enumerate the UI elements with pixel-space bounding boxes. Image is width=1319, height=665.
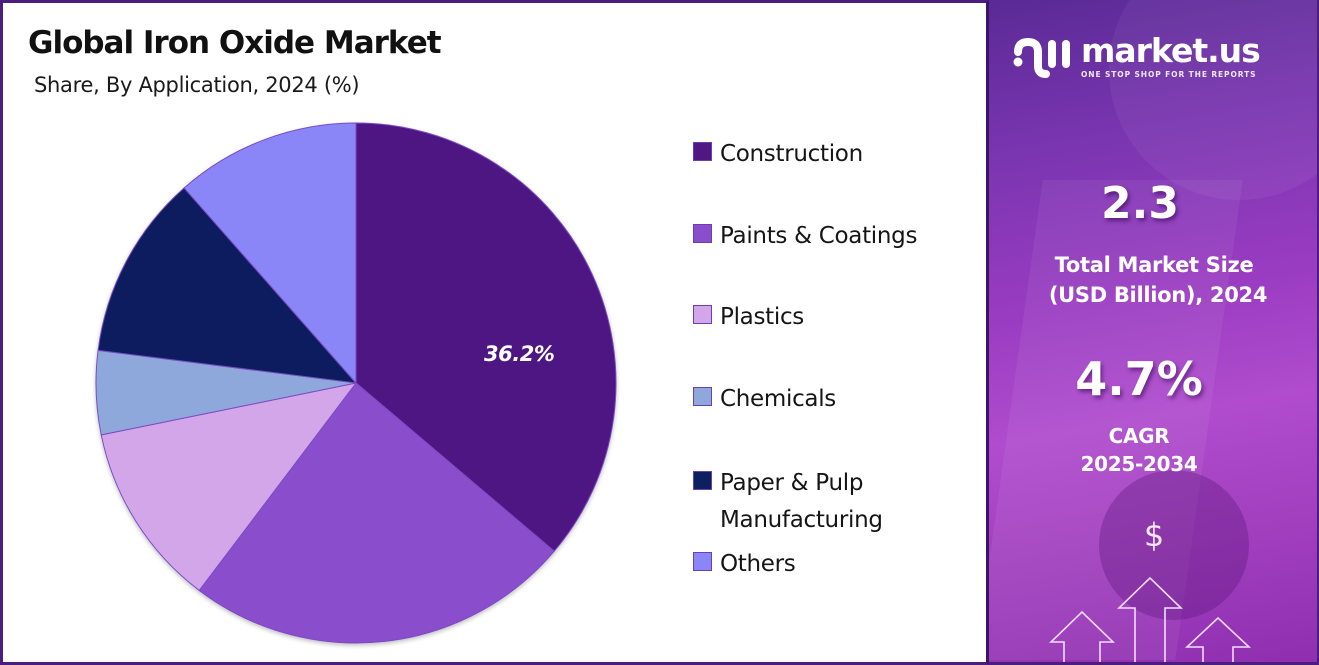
legend-label: Paints & Coatings [720, 223, 918, 249]
legend-item-others: Others [693, 546, 983, 583]
pie-slice-plastics [100, 382, 358, 592]
legend-swatch-others [693, 552, 712, 571]
brand-name: market.us [1081, 31, 1261, 70]
background-circle [1099, 470, 1249, 620]
legend-swatch-paints-coatings [693, 224, 712, 243]
summary-sidebar: market.us ONE STOP SHOP FOR THE REPORTS … [989, 0, 1319, 665]
cagr-label-line1: CAGR [1108, 424, 1170, 448]
dollar-icon: $ [1143, 516, 1165, 554]
legend-item-plastics: Plastics [693, 299, 983, 336]
chart-title: Global Iron Oxide Market [28, 25, 442, 61]
legend-label-line2: Manufacturing [720, 507, 883, 533]
legend-swatch-chemicals [693, 387, 712, 406]
pie-chart-svg [95, 122, 617, 644]
legend-label-line1: Paper & Pulp [720, 470, 864, 496]
cagr-value: 4.7% [1075, 352, 1203, 406]
legend-swatch-construction [693, 142, 712, 161]
legend-item-chemicals: Chemicals [693, 381, 983, 418]
pie-slice-paints-coatings [198, 382, 555, 644]
brand-tagline: ONE STOP SHOP FOR THE REPORTS [1081, 70, 1257, 79]
chart-panel: Global Iron Oxide Market Share, By Appli… [0, 0, 989, 665]
growth-arrows-icon [1049, 576, 1252, 662]
chart-subtitle: Share, By Application, 2024 (%) [34, 73, 360, 97]
legend-label: Others [720, 551, 796, 577]
brand-logo-group: market.us ONE STOP SHOP FOR THE REPORTS [1011, 31, 1261, 80]
market-size-label-line2: (USD Billion), 2024 [1048, 283, 1268, 307]
legend-label: Paper & Pulp Manufacturing [720, 465, 883, 539]
pie-slice-others [183, 122, 357, 385]
legend-swatch-paper-pulp [693, 471, 712, 490]
market-size-label-line1: Total Market Size [1054, 253, 1254, 277]
pie-slice-paper-pulp-manufacturing [97, 187, 358, 384]
cagr-label-line2: 2025-2034 [1080, 452, 1198, 476]
market-size-value: 2.3 [1101, 178, 1179, 229]
legend-swatch-plastics [693, 305, 712, 324]
legend-item-paints-coatings: Paints & Coatings [693, 218, 983, 255]
legend-item-paper-pulp: Paper & Pulp Manufacturing [693, 465, 983, 539]
pie-slice-construction [355, 122, 617, 552]
legend-label: Construction [720, 141, 863, 167]
pie-slice-label-construction: 36.2% [484, 342, 555, 366]
market-us-logo-icon [1013, 37, 1070, 78]
legend-item-construction: Construction [693, 136, 983, 173]
pie-chart: 36.2% [3, 3, 703, 665]
legend-label: Chemicals [720, 386, 836, 412]
background-shape [1109, 0, 1317, 200]
legend-label: Plastics [720, 304, 804, 330]
